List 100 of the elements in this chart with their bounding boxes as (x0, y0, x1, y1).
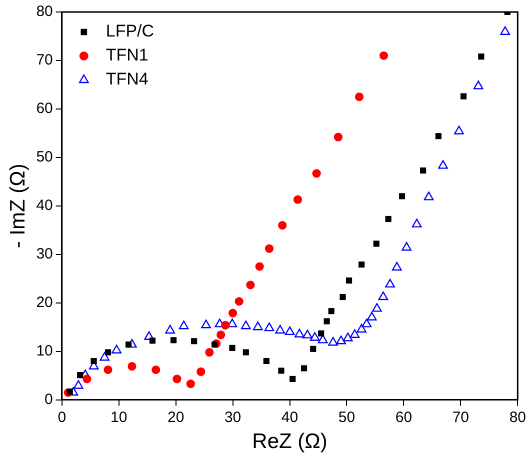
point (201, 320, 211, 328)
point (278, 368, 284, 374)
point (216, 330, 226, 340)
y-tick-label: 50 (36, 148, 53, 166)
legend-label: TFN1 (106, 46, 148, 65)
point (284, 326, 295, 336)
point (221, 320, 230, 330)
point (460, 93, 467, 100)
point (178, 320, 189, 330)
point (300, 365, 308, 372)
point (378, 291, 388, 300)
x-tick-label: 40 (281, 408, 298, 426)
point (255, 262, 264, 271)
point (346, 278, 352, 284)
point (420, 167, 426, 174)
point (172, 374, 182, 384)
point (149, 338, 156, 344)
point (264, 322, 274, 332)
x-axis-title: ReZ (Ω) (252, 430, 328, 454)
point (478, 54, 484, 60)
y-tick-label: 0 (44, 390, 53, 408)
point (263, 358, 270, 364)
point (246, 280, 255, 290)
point (310, 332, 320, 341)
legend-label: TFN4 (106, 70, 148, 89)
point (356, 324, 366, 333)
point (435, 133, 442, 140)
point (362, 318, 372, 328)
point (252, 321, 263, 330)
point (294, 328, 304, 338)
y-tick-label: 70 (36, 52, 53, 69)
point (66, 388, 73, 395)
point (328, 308, 334, 314)
point (438, 160, 448, 169)
point (424, 192, 434, 200)
x-tick-label: 20 (167, 408, 184, 426)
point (82, 374, 92, 384)
point (318, 330, 324, 336)
legend-label: LFP/C (106, 22, 154, 41)
point (334, 132, 342, 142)
point (324, 318, 330, 324)
point (205, 348, 214, 357)
point (128, 362, 136, 371)
point (342, 332, 353, 342)
y-tick-label: 30 (36, 246, 53, 263)
point (372, 303, 382, 312)
x-tick-label: 50 (338, 408, 356, 426)
point (104, 349, 112, 356)
x-tick-label: 60 (395, 408, 412, 426)
point (212, 342, 218, 348)
point (90, 358, 97, 364)
point (350, 329, 360, 338)
x-tick-label: 80 (509, 408, 526, 426)
point (264, 244, 274, 253)
y-tick-label: 20 (36, 294, 53, 311)
point (385, 216, 392, 222)
point (229, 344, 236, 351)
point (302, 330, 312, 338)
point (379, 51, 388, 60)
x-tick-label: 10 (110, 408, 128, 426)
point (354, 92, 364, 102)
point (152, 365, 160, 374)
point (293, 195, 302, 204)
point (312, 169, 321, 178)
x-tick-label: 70 (452, 408, 470, 426)
point (500, 26, 510, 35)
point (144, 331, 154, 340)
point (170, 337, 177, 344)
point (278, 220, 287, 230)
point (275, 324, 286, 334)
point (100, 352, 110, 361)
point (242, 349, 249, 356)
y-tick-label: 40 (36, 197, 53, 214)
point (112, 344, 122, 354)
y-tick-label: 10 (36, 342, 53, 360)
point (385, 278, 395, 288)
point (473, 80, 484, 90)
point (392, 262, 402, 271)
point (104, 365, 112, 374)
point (240, 320, 251, 330)
point (328, 337, 338, 346)
y-tick-label: 60 (36, 100, 53, 118)
y-axis-title: - ImZ (Ω) (6, 164, 30, 248)
x-tick-label: 30 (224, 408, 242, 426)
point (340, 294, 346, 300)
point (77, 372, 84, 378)
point (290, 376, 296, 382)
point (191, 338, 198, 344)
point (228, 308, 238, 318)
y-tick-label: 80 (36, 3, 53, 20)
point (73, 380, 84, 389)
point (165, 324, 176, 334)
point (358, 262, 365, 268)
point (186, 380, 195, 388)
point (454, 126, 464, 134)
point (318, 334, 328, 344)
point (336, 336, 346, 344)
point (412, 218, 422, 228)
point (402, 242, 412, 251)
point (366, 312, 377, 320)
